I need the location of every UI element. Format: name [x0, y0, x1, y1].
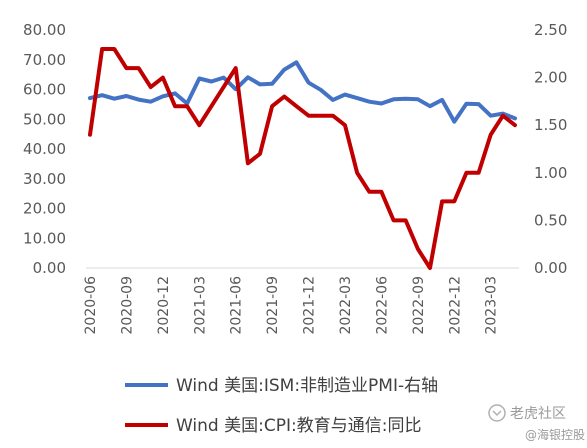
x-axis: 2020-06 2020-09 2020-12 2021-03 2021-06 2021-…: [83, 276, 500, 335]
x-tick-label: 2021-09: [265, 276, 281, 335]
y-left-tick-label: 50.00: [23, 110, 66, 128]
legend-label-2: Wind 美国:CPI:教育与通信:同比: [176, 416, 421, 436]
series-lines: [88, 47, 517, 270]
watermark: 老虎社区 @海银控股: [488, 404, 585, 442]
series-line-2: [88, 47, 517, 270]
x-tick-label: 2023-03: [484, 276, 500, 335]
y-axis-left: 0.00 10.00 20.00 30.00 40.00 50.00 60.00 70.00 8…: [23, 21, 66, 277]
x-tick-label: 2021-06: [229, 276, 245, 335]
y-left-tick-label: 40.00: [23, 140, 66, 158]
y-right-tick-label: 0.00: [534, 259, 567, 277]
y-right-tick-label: 0.50: [534, 211, 567, 229]
watermark-brand: 老虎社区: [510, 406, 566, 422]
x-tick-label: 2020-12: [156, 276, 172, 335]
y-left-tick-label: 60.00: [23, 81, 66, 99]
y-right-tick-label: 2.00: [534, 69, 567, 87]
legend-label-1: Wind 美国:ISM:非制造业PMI-右轴: [176, 376, 438, 396]
y-left-tick-label: 70.00: [23, 51, 66, 69]
y-axis-right: 0.00 0.50 1.00 1.50 2.00 2.50: [534, 21, 567, 277]
x-tick-label: 2021-12: [302, 276, 318, 335]
y-left-tick-label: 10.00: [23, 229, 66, 247]
y-left-tick-label: 30.00: [23, 170, 66, 188]
y-right-tick-label: 1.00: [534, 164, 567, 182]
y-right-tick-label: 1.50: [534, 116, 567, 134]
y-left-tick-label: 20.00: [23, 200, 66, 218]
x-tick-label: 2022-03: [338, 276, 354, 335]
x-tick-label: 2022-09: [411, 276, 427, 335]
x-tick-label: 2020-06: [83, 276, 99, 335]
watermark-handle: @海银控股: [525, 427, 585, 442]
y-left-tick-label: 80.00: [23, 21, 66, 39]
x-tick-label: 2020-09: [119, 276, 135, 335]
x-tick-label: 2022-06: [374, 276, 390, 335]
tiger-logo-icon: [488, 404, 506, 422]
y-left-tick-label: 0.00: [33, 259, 66, 277]
series-line-1: [88, 60, 517, 124]
x-tick-label: 2022-12: [447, 276, 463, 335]
legend: Wind 美国:ISM:非制造业PMI-右轴 Wind 美国:CPI:教育与通信:…: [125, 376, 438, 436]
y-right-tick-label: 2.50: [534, 21, 567, 39]
x-tick-label: 2021-03: [192, 276, 208, 335]
